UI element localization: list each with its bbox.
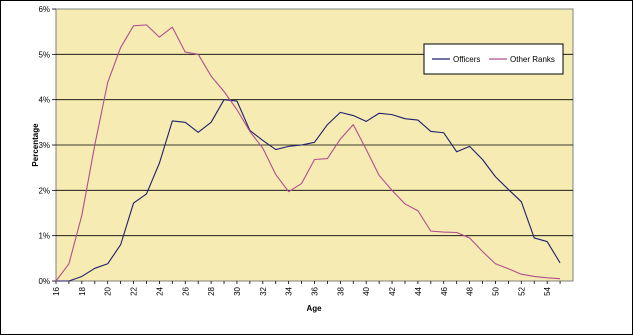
legend-label-other-ranks: Other Ranks [510, 55, 555, 64]
x-tick-label: 20 [104, 286, 113, 295]
x-tick-label: 32 [259, 286, 268, 295]
x-tick-label: 42 [388, 286, 397, 295]
series-line-other-ranks [55, 24, 561, 282]
y-tick-label: 5% [38, 50, 50, 59]
x-tick-label: 46 [440, 286, 449, 295]
x-tick-label: 36 [311, 286, 320, 295]
x-tick-label: 44 [414, 286, 423, 295]
x-tick-label: 30 [233, 286, 242, 295]
x-tick-label: 52 [517, 286, 526, 295]
y-axis-title: Percentage [31, 123, 40, 167]
x-tick-label: 18 [78, 286, 87, 295]
x-tick-label: 50 [491, 286, 500, 295]
y-axis-ticks: 0% 1% 2% 3% 4% 5% 6% [38, 5, 56, 286]
x-tick-label: 22 [130, 286, 139, 295]
x-tick-label: 48 [466, 286, 475, 295]
series-line-officers [56, 99, 561, 282]
y-tick-label: 2% [38, 186, 50, 195]
y-tick-label: 1% [38, 232, 50, 241]
y-tick-label: 3% [38, 141, 50, 150]
x-tick-label: 54 [543, 286, 552, 295]
x-tick-label: 26 [181, 286, 190, 295]
x-tick-label: 40 [362, 286, 371, 295]
x-tick-label: 28 [207, 286, 216, 295]
x-axis-title: Age [306, 304, 322, 313]
x-tick-label: 24 [155, 286, 164, 295]
legend-label-officers: Officers [453, 55, 480, 64]
series-lines [55, 24, 561, 282]
legend: Officers Other Ranks [423, 43, 564, 75]
x-axis-ticks: 16 18 20 22 24 26 28 30 32 34 36 38 40 42 44 46 48 50 52 54 [52, 281, 561, 296]
x-tick-label: 34 [285, 286, 294, 295]
y-tick-label: 4% [38, 96, 50, 105]
x-tick-label: 38 [336, 286, 345, 295]
x-tick-label: 16 [52, 286, 61, 295]
y-tick-label: 6% [38, 5, 50, 14]
y-tick-label: 0% [38, 277, 50, 286]
